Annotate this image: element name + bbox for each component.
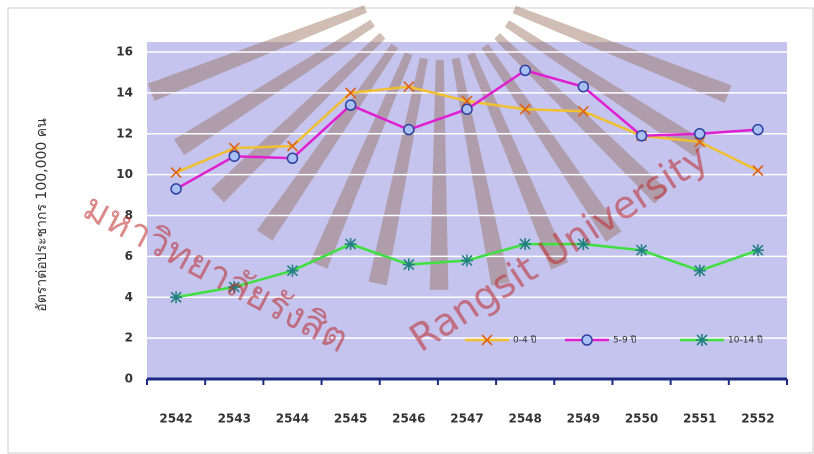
marker-stroke xyxy=(577,105,589,117)
y-tick-label: 4 xyxy=(125,290,133,304)
x-tick-label: 2550 xyxy=(625,412,658,426)
marker xyxy=(519,103,531,115)
marker xyxy=(286,264,299,277)
x-tick-label: 2547 xyxy=(450,412,483,426)
marker xyxy=(228,281,241,294)
marker xyxy=(286,152,299,165)
marker xyxy=(286,140,299,152)
x-tick-label: 2543 xyxy=(218,412,251,426)
legend-label: 5-9 ปี xyxy=(613,335,637,346)
watermark-ray xyxy=(494,33,668,204)
marker-stroke xyxy=(286,140,299,152)
watermark-ray xyxy=(512,5,732,103)
y-tick-label: 8 xyxy=(125,208,133,222)
y-tick-label: 10 xyxy=(116,167,133,181)
marker xyxy=(344,238,357,251)
plot-area xyxy=(147,42,787,379)
x-tick-label: 2551 xyxy=(683,412,716,426)
marker xyxy=(228,150,241,162)
marker xyxy=(577,80,590,93)
marker xyxy=(751,244,764,257)
marker-stroke xyxy=(752,164,764,177)
watermark-ray xyxy=(211,32,386,203)
marker-stroke xyxy=(481,334,493,346)
marker-stroke xyxy=(345,87,357,99)
marker-stroke xyxy=(461,95,473,107)
marker xyxy=(344,99,357,111)
marker-stroke xyxy=(519,103,531,115)
x-tick-label: 2552 xyxy=(741,412,774,426)
y-tick-label: 6 xyxy=(125,249,133,263)
marker-stroke xyxy=(170,167,182,179)
marker xyxy=(228,142,240,154)
marker xyxy=(519,238,532,251)
marker xyxy=(403,81,415,93)
marker xyxy=(635,244,648,257)
y-tick-label: 0 xyxy=(125,372,133,386)
x-tick-label: 2546 xyxy=(392,412,425,426)
x-tick-label: 2544 xyxy=(276,412,309,426)
marker xyxy=(461,95,473,107)
marker xyxy=(693,128,706,140)
marker xyxy=(694,136,706,148)
marker xyxy=(403,123,415,136)
watermark-ray xyxy=(504,20,705,157)
watermark-ray xyxy=(174,19,375,156)
marker xyxy=(170,167,182,179)
x-tick-label: 2548 xyxy=(508,412,541,426)
marker xyxy=(461,254,473,267)
marker xyxy=(519,64,531,77)
watermark-ray xyxy=(368,57,428,286)
y-tick-label: 16 xyxy=(116,45,133,59)
marker-stroke xyxy=(694,136,706,148)
marker-stroke xyxy=(228,142,240,154)
x-tick-label: 2545 xyxy=(334,412,367,426)
marker xyxy=(752,123,764,136)
marker xyxy=(170,291,183,304)
legend-label: 0-4 ปี xyxy=(513,335,537,346)
marker xyxy=(402,258,415,271)
y-tick-label: 2 xyxy=(125,331,133,345)
marker xyxy=(693,264,706,277)
marker xyxy=(577,238,590,251)
marker xyxy=(581,334,593,346)
watermark-ray xyxy=(147,5,367,101)
marker-stroke xyxy=(403,81,415,93)
marker xyxy=(481,334,493,346)
marker xyxy=(461,103,473,115)
marker xyxy=(635,130,648,142)
x-tick-label: 2549 xyxy=(567,412,600,426)
y-axis-label: อัตราต่อประชากร 100,000 คน xyxy=(34,118,50,312)
legend-label: 10-14 ปี xyxy=(728,335,763,346)
marker xyxy=(170,183,182,195)
watermark-ray xyxy=(310,51,413,269)
marker xyxy=(696,334,708,346)
y-tick-label: 14 xyxy=(116,85,133,99)
x-tick-label: 2542 xyxy=(159,412,192,426)
marker xyxy=(577,105,589,117)
marker xyxy=(345,87,357,99)
marker xyxy=(752,164,764,177)
y-tick-label: 12 xyxy=(116,126,133,140)
